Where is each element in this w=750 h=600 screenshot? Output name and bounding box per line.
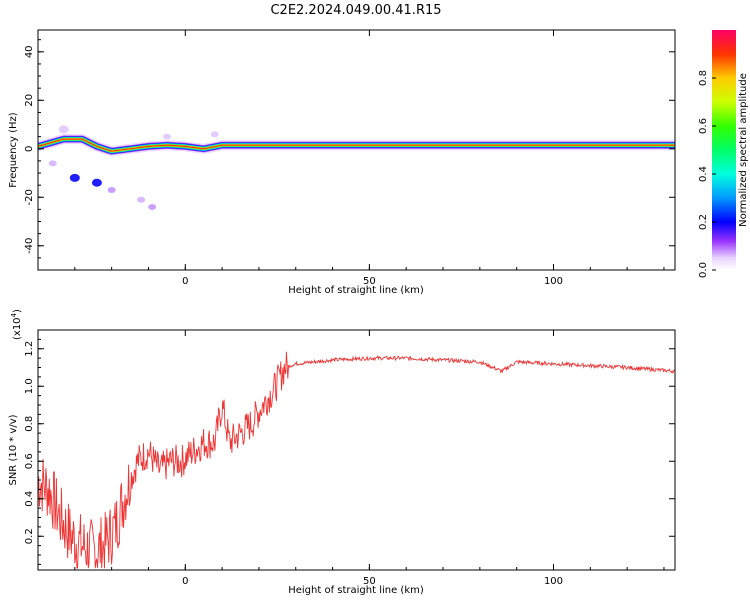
colorbar-tick-label: 0.4 — [698, 166, 709, 182]
snr-line-area — [38, 351, 675, 569]
snr-xtick-label: 0 — [182, 576, 188, 587]
heatmap-area — [38, 125, 675, 210]
colorbar-ticks: 0.0 0.2 0.4 0.6 0.8 — [698, 70, 716, 278]
spectrogram-panel: 0 50 100 -40 -20 0 20 40 Height of straight lin… — [8, 29, 676, 296]
figure-title: C2E2.2024.049.00.41.R15 — [270, 3, 441, 18]
snr-ytick-label: 1.0 — [24, 378, 35, 394]
spectral-blob — [162, 133, 171, 140]
colorbar-tick-label: 0.6 — [698, 118, 709, 134]
snr-ytick-label: 0.8 — [24, 416, 35, 432]
snr-panel: 0 50 100 0.2 0.4 0.6 0.8 1.0 1.2 Height of strai… — [8, 309, 676, 596]
spectrogram-ytick-label: 0 — [24, 146, 35, 152]
spectrogram-ticks: 0 50 100 -40 -20 0 20 40 — [24, 30, 675, 287]
spectrogram-frame — [37, 29, 676, 271]
spectrogram-xtick-label: 0 — [182, 276, 188, 287]
spectral-blob — [91, 178, 102, 187]
spectrogram-ylabel: Frequency (Hz) — [8, 112, 19, 188]
spectral-blob — [69, 173, 80, 182]
colorbar-label: Normalized spectral amplitude — [738, 73, 749, 227]
spectral-blob — [58, 125, 69, 134]
snr-ytick-label: 0.4 — [24, 491, 35, 507]
snr-frame — [37, 329, 676, 571]
snr-multiplier-close: ) — [12, 309, 23, 313]
colorbar-tick-label: 0.2 — [698, 214, 709, 230]
spectrogram-ytick-label: -40 — [24, 238, 35, 254]
spectrogram-ytick-label: -20 — [24, 189, 35, 205]
spectrogram-xtick-label: 100 — [544, 276, 563, 287]
spectral-blob — [210, 131, 219, 138]
colorbar-gradient — [712, 30, 736, 270]
spectral-blob — [48, 160, 57, 167]
colorbar-tick-label: 0.0 — [698, 262, 709, 278]
spectral-blob — [137, 196, 146, 203]
spectrogram-ytick-label: 40 — [24, 45, 35, 58]
colorbar: 0.0 0.2 0.4 0.6 0.8 Normalized spectral ampl… — [698, 30, 749, 278]
snr-ylabel: SNR (10 * v/v) — [8, 414, 19, 485]
snr-multiplier-base: (x10 — [12, 317, 23, 340]
spectral-blob — [148, 203, 157, 210]
snr-ticks: 0 50 100 0.2 0.4 0.6 0.8 1.0 1.2 — [24, 330, 675, 587]
spectrogram-xtick-label: 50 — [363, 276, 376, 287]
colorbar-tick-label: 0.8 — [698, 70, 709, 86]
snr-xtick-label: 50 — [363, 576, 376, 587]
snr-ytick-label: 0.6 — [24, 453, 35, 469]
snr-ytick-label: 0.2 — [24, 528, 35, 544]
snr-multiplier: (x104) — [10, 309, 23, 340]
snr-xtick-label: 100 — [544, 576, 563, 587]
snr-multiplier-exp: 4 — [10, 312, 18, 317]
spectral-blob — [107, 187, 116, 193]
spectrogram-ytick-label: 20 — [24, 94, 35, 107]
spectrogram-xlabel: Height of straight line (km) — [288, 285, 424, 296]
snr-series-line — [38, 351, 675, 569]
snr-ytick-label: 1.2 — [24, 341, 35, 357]
snr-xlabel: Height of straight line (km) — [288, 585, 424, 596]
ridge-red — [38, 138, 675, 152]
